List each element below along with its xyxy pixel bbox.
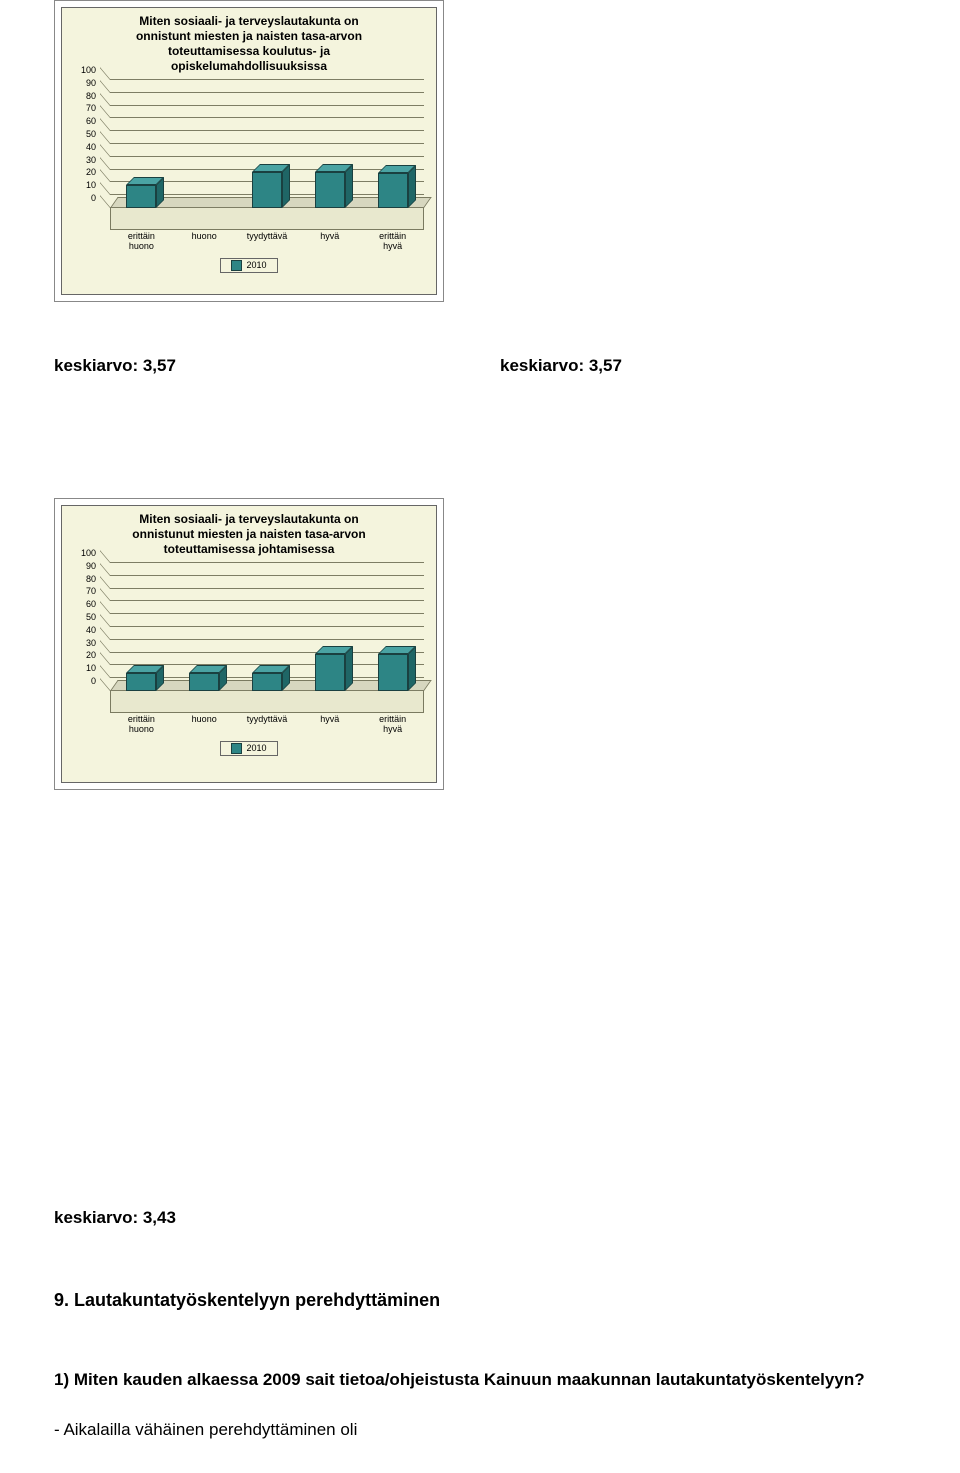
chart-floor bbox=[110, 691, 424, 713]
bar bbox=[189, 673, 219, 691]
bar bbox=[126, 673, 156, 691]
bar bbox=[315, 654, 345, 691]
y-tick-label: 30 bbox=[86, 638, 96, 648]
average-1-right: keskiarvo: 3,57 bbox=[500, 356, 622, 376]
x-tick-label: hyvä bbox=[305, 232, 355, 252]
bar bbox=[315, 172, 345, 208]
y-tick-label: 70 bbox=[86, 586, 96, 596]
x-tick-label: tyydyttävä bbox=[242, 232, 292, 252]
chart-2-title: Miten sosiaali- ja terveyslautakunta on … bbox=[62, 506, 436, 559]
y-tick-label: 10 bbox=[86, 663, 96, 673]
chart-2-container: Miten sosiaali- ja terveyslautakunta on … bbox=[54, 498, 444, 790]
y-tick-label: 30 bbox=[86, 155, 96, 165]
y-tick-label: 0 bbox=[91, 193, 96, 203]
x-tick-label: huono bbox=[179, 232, 229, 252]
average-2: keskiarvo: 3,43 bbox=[54, 1208, 176, 1228]
y-tick-label: 60 bbox=[86, 599, 96, 609]
question-1: 1) Miten kauden alkaessa 2009 sait tieto… bbox=[54, 1370, 904, 1390]
y-tick-label: 80 bbox=[86, 574, 96, 584]
x-tick-label: erittäin hyvä bbox=[368, 715, 418, 735]
y-tick-label: 0 bbox=[91, 676, 96, 686]
bar bbox=[378, 654, 408, 691]
answer-1: - Aikalailla vähäinen perehdyttäminen ol… bbox=[54, 1420, 357, 1440]
x-tick-label: erittäin huono bbox=[116, 232, 166, 252]
bar bbox=[378, 173, 408, 208]
y-tick-label: 20 bbox=[86, 167, 96, 177]
chart-2-plot: Miten sosiaali- ja terveyslautakunta on … bbox=[61, 505, 437, 783]
chart-1-x-labels: erittäin huono huono tyydyttävä hyvä erittäi… bbox=[110, 232, 424, 252]
y-tick-label: 70 bbox=[86, 103, 96, 113]
x-tick-label: tyydyttävä bbox=[242, 715, 292, 735]
y-tick-label: 60 bbox=[86, 116, 96, 126]
chart-2-legend: 2010 bbox=[220, 741, 278, 756]
legend-swatch-icon bbox=[231, 260, 242, 271]
x-tick-label: erittäin huono bbox=[116, 715, 166, 735]
y-tick-label: 50 bbox=[86, 129, 96, 139]
average-1-left: keskiarvo: 3,57 bbox=[54, 356, 176, 376]
y-tick-label: 100 bbox=[81, 548, 96, 558]
document-page: Miten sosiaali- ja terveyslautakunta on … bbox=[0, 0, 960, 1473]
y-tick-label: 10 bbox=[86, 180, 96, 190]
chart-1-plot: Miten sosiaali- ja terveyslautakunta on … bbox=[61, 7, 437, 295]
y-tick-label: 40 bbox=[86, 625, 96, 635]
bar bbox=[252, 172, 282, 208]
legend-label: 2010 bbox=[246, 743, 266, 753]
chart-1-plot-area: 0102030405060708090100 bbox=[110, 80, 424, 230]
y-tick-label: 40 bbox=[86, 142, 96, 152]
y-tick-label: 90 bbox=[86, 78, 96, 88]
bar bbox=[126, 185, 156, 208]
legend-swatch-icon bbox=[231, 743, 242, 754]
y-tick-label: 20 bbox=[86, 650, 96, 660]
y-tick-label: 50 bbox=[86, 612, 96, 622]
heading-9: 9. Lautakuntatyöskentelyyn perehdyttämin… bbox=[54, 1290, 440, 1311]
chart-2-x-labels: erittäin huono huono tyydyttävä hyvä erittäi… bbox=[110, 715, 424, 735]
bar bbox=[252, 673, 282, 691]
y-tick-label: 90 bbox=[86, 561, 96, 571]
legend-label: 2010 bbox=[246, 260, 266, 270]
chart-1-container: Miten sosiaali- ja terveyslautakunta on … bbox=[54, 0, 444, 302]
chart-floor bbox=[110, 208, 424, 230]
chart-2-plot-area: 0102030405060708090100 bbox=[110, 563, 424, 713]
y-tick-label: 100 bbox=[81, 65, 96, 75]
x-tick-label: erittäin hyvä bbox=[368, 232, 418, 252]
x-tick-label: hyvä bbox=[305, 715, 355, 735]
x-tick-label: huono bbox=[179, 715, 229, 735]
y-tick-label: 80 bbox=[86, 91, 96, 101]
chart-1-title: Miten sosiaali- ja terveyslautakunta on … bbox=[62, 8, 436, 76]
chart-1-legend: 2010 bbox=[220, 258, 278, 273]
